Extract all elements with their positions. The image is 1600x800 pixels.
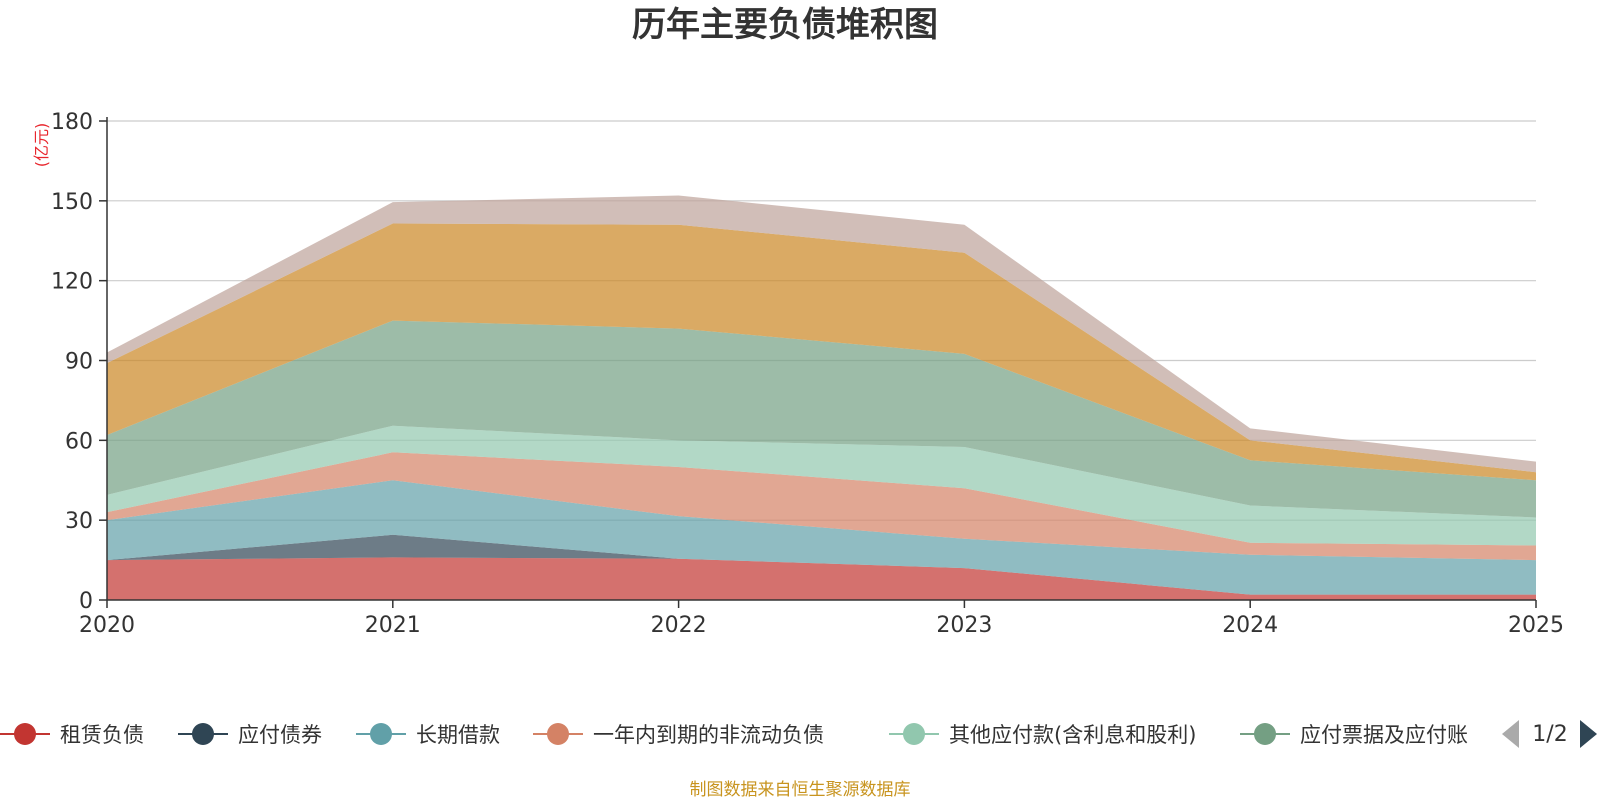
legend: 租赁负债 应付债券 长期借款 一年内到期的非流动负债 其他应付款(含利息和股利) 应付票据… bbox=[0, 723, 1468, 747]
legend-items: 租赁负债 应付债券 长期借款 一年内到期的非流动负债 其他应付款(含利息和股利) 应付票据… bbox=[0, 723, 1468, 747]
area-series bbox=[107, 195, 1536, 600]
area-3[interactable] bbox=[107, 452, 1536, 561]
legend-label: 应付票据及应付账 bbox=[1300, 723, 1468, 747]
area-2[interactable] bbox=[107, 480, 1536, 595]
legend-item[interactable]: 应付票据及应付账 bbox=[1240, 723, 1468, 747]
legend-dot-icon bbox=[14, 723, 36, 745]
legend-label: 租赁负债 bbox=[60, 723, 144, 747]
area-4[interactable] bbox=[107, 425, 1536, 546]
x-tick-label: 2021 bbox=[365, 613, 421, 638]
area-6[interactable] bbox=[107, 223, 1536, 481]
legend-item[interactable]: 其他应付款(含利息和股利) bbox=[889, 723, 1196, 747]
y-tick-label: 90 bbox=[65, 350, 93, 375]
y-tick-label: 30 bbox=[65, 509, 93, 534]
area-5[interactable] bbox=[107, 320, 1536, 518]
legend-label: 应付债券 bbox=[238, 723, 322, 747]
legend-dot-icon bbox=[370, 723, 392, 745]
axes: 0 30 60 90 120 150 180 2020 2021 2022 2023 2024 2025 bbox=[51, 110, 1564, 638]
source-note: 制图数据来自恒生聚源数据库 bbox=[690, 780, 911, 800]
area-1[interactable] bbox=[107, 534, 1536, 595]
legend-item[interactable]: 租赁负债 bbox=[0, 723, 144, 747]
x-tick-label: 2024 bbox=[1222, 613, 1278, 638]
legend-next-icon[interactable] bbox=[1580, 720, 1597, 748]
legend-label: 一年内到期的非流动负债 bbox=[593, 723, 824, 747]
legend-page-indicator: 1/2 bbox=[1532, 722, 1567, 747]
legend-item[interactable]: 一年内到期的非流动负债 bbox=[533, 723, 824, 747]
legend-dot-icon bbox=[192, 723, 214, 745]
legend-label: 其他应付款(含利息和股利) bbox=[949, 723, 1196, 747]
legend-label: 长期借款 bbox=[416, 723, 500, 747]
x-tick-label: 2023 bbox=[936, 613, 992, 638]
y-unit-label: (亿元) bbox=[32, 123, 51, 168]
x-tick-label: 2025 bbox=[1508, 613, 1564, 638]
area-0[interactable] bbox=[107, 557, 1536, 600]
y-tick-label: 60 bbox=[65, 429, 93, 454]
x-tick-label: 2022 bbox=[651, 613, 707, 638]
y-tick-label: 150 bbox=[51, 190, 93, 215]
x-tick-label: 2020 bbox=[79, 613, 135, 638]
legend-pager: 1/2 bbox=[1502, 720, 1597, 748]
legend-dot-icon bbox=[903, 723, 925, 745]
y-tick-label: 180 bbox=[51, 110, 93, 135]
legend-dot-icon bbox=[1254, 723, 1276, 745]
y-tick-label: 0 bbox=[79, 589, 93, 614]
legend-dot-icon bbox=[547, 723, 569, 745]
legend-item[interactable]: 长期借款 bbox=[356, 723, 500, 747]
legend-prev-icon[interactable] bbox=[1502, 720, 1519, 748]
chart-title: 历年主要负债堆积图 bbox=[632, 5, 938, 45]
legend-item[interactable]: 应付债券 bbox=[178, 723, 322, 747]
y-tick-label: 120 bbox=[51, 270, 93, 295]
